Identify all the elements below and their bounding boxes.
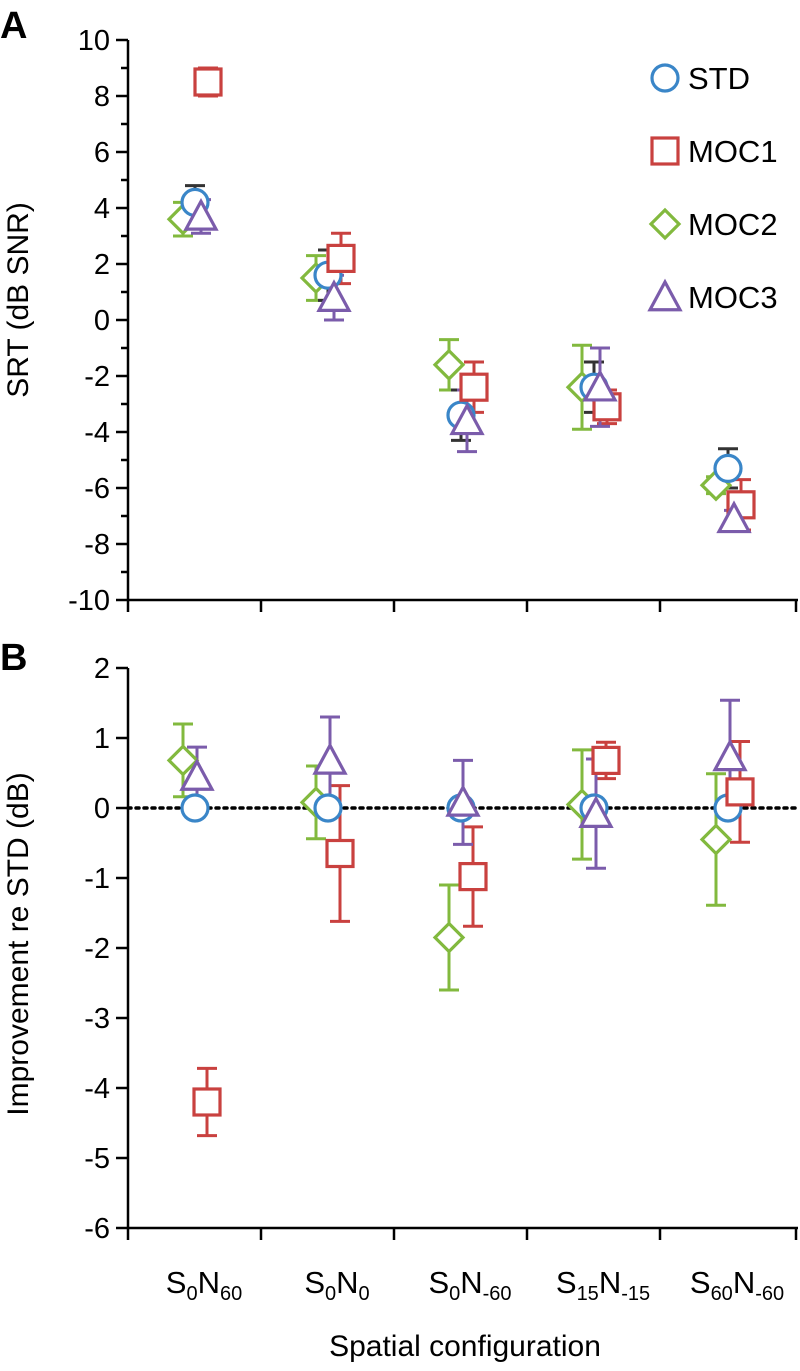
panel-b: -6 -5 -4 -3 -2 -1 0 1 2 — [84, 653, 800, 1245]
y-tick-label: -2 — [84, 933, 110, 965]
x-tick-label-2: S0N0 — [304, 1265, 369, 1305]
y-tick-label: -5 — [84, 1143, 110, 1175]
y-tick-label: 2 — [94, 653, 110, 685]
legend-item-moc3: MOC3 — [647, 278, 778, 315]
panel-a-y-axis-label: SRT (dB SNR) — [2, 202, 35, 398]
panel-a-letter: A — [0, 5, 27, 47]
y-tick-label: -2 — [84, 361, 110, 393]
point-moc3-3 — [445, 784, 481, 817]
point-moc3-3 — [449, 402, 485, 436]
legend-marker-moc3 — [647, 278, 683, 312]
x-tick-label-1: S0N60 — [166, 1265, 242, 1305]
point-std-1 — [180, 793, 210, 823]
legend-label-moc2: MOC2 — [688, 207, 778, 242]
y-tick-label: -4 — [84, 417, 110, 449]
x-axis-label: Spatial configuration — [329, 1330, 601, 1363]
point-moc3-4 — [578, 795, 614, 828]
point-moc3-1 — [179, 758, 215, 791]
point-moc3-4 — [582, 368, 618, 402]
point-moc2-3 — [432, 921, 466, 954]
point-std-5 — [713, 453, 743, 483]
point-moc1-1 — [193, 67, 223, 97]
x-tick-label-4: S15N-15 — [556, 1265, 650, 1305]
point-moc2-5 — [699, 823, 733, 856]
y-tick-label: -6 — [84, 1213, 110, 1245]
point-moc3-1 — [183, 198, 219, 231]
y-tick-label: 0 — [94, 305, 110, 337]
legend-marker-moc2 — [648, 207, 682, 241]
point-moc1-1 — [192, 1087, 222, 1117]
point-moc3-5 — [712, 738, 748, 772]
panel-b-y-axis-label: Improvement re STD (dB) — [2, 772, 35, 1115]
legend-marker-moc1 — [650, 136, 680, 166]
y-tick-label: -6 — [84, 473, 110, 505]
panel-b-letter: B — [0, 637, 27, 679]
legend-item-moc2: MOC2 — [648, 207, 778, 242]
y-tick-label: 2 — [94, 249, 110, 281]
y-tick-label: -1 — [84, 863, 110, 895]
legend-item-moc1: MOC1 — [650, 134, 778, 169]
y-tick-label: 0 — [94, 793, 110, 825]
y-tick-label: -4 — [84, 1073, 110, 1105]
point-moc1-3 — [458, 861, 488, 892]
point-std-2 — [313, 793, 343, 823]
y-tick-label: -3 — [84, 1003, 110, 1035]
y-tick-label: 4 — [94, 193, 110, 225]
point-moc3-2 — [312, 742, 348, 775]
legend-item-std: STD — [650, 61, 750, 96]
point-moc1-5 — [725, 777, 755, 807]
x-tick-label-5: S60N-60 — [690, 1265, 784, 1305]
legend: STD MOC1 MOC2 MOC3 — [647, 61, 778, 315]
x-tick-label-3: S0N-60 — [428, 1265, 511, 1305]
point-moc1-3 — [459, 372, 489, 402]
point-moc3-5 — [716, 500, 752, 534]
legend-marker-std — [650, 63, 680, 93]
y-tick-label: 1 — [94, 723, 110, 755]
legend-label-moc3: MOC3 — [688, 280, 778, 315]
y-tick-label: -8 — [84, 529, 110, 561]
y-tick-label: 6 — [94, 137, 110, 169]
point-moc2-1 — [166, 744, 200, 777]
point-moc3-2 — [316, 279, 352, 312]
point-moc1-4 — [591, 745, 621, 776]
point-moc2-3 — [432, 348, 466, 382]
y-tick-label: 8 — [94, 81, 110, 113]
panel-a: -10 -8 -6 -4 -2 0 2 4 6 8 10 — [68, 25, 798, 617]
y-tick-label: 10 — [78, 25, 110, 57]
x-tick-labels: S0N60 S0N0 S0N-60 S15N-15 S60N-60 — [166, 1265, 784, 1305]
point-moc1-2 — [325, 838, 355, 869]
legend-label-std: STD — [688, 61, 750, 96]
legend-label-moc1: MOC1 — [688, 134, 778, 169]
y-tick-label: -10 — [68, 585, 110, 617]
point-moc1-2 — [326, 243, 356, 273]
